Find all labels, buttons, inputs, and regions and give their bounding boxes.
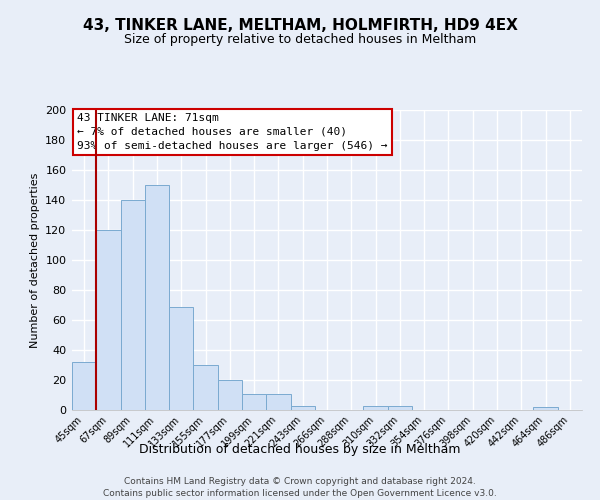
Text: Contains HM Land Registry data © Crown copyright and database right 2024.: Contains HM Land Registry data © Crown c… xyxy=(124,478,476,486)
Text: Distribution of detached houses by size in Meltham: Distribution of detached houses by size … xyxy=(139,442,461,456)
Bar xyxy=(533,407,558,410)
Bar xyxy=(193,365,218,410)
Bar xyxy=(242,394,266,410)
Text: Contains public sector information licensed under the Open Government Licence v3: Contains public sector information licen… xyxy=(103,489,497,498)
Bar xyxy=(72,362,96,410)
Bar xyxy=(169,306,193,410)
Bar xyxy=(96,230,121,410)
Y-axis label: Number of detached properties: Number of detached properties xyxy=(30,172,40,348)
Bar xyxy=(121,200,145,410)
Bar xyxy=(218,380,242,410)
Bar xyxy=(364,406,388,410)
Text: 43, TINKER LANE, MELTHAM, HOLMFIRTH, HD9 4EX: 43, TINKER LANE, MELTHAM, HOLMFIRTH, HD9… xyxy=(83,18,517,32)
Bar xyxy=(388,406,412,410)
Bar xyxy=(266,394,290,410)
Text: 43 TINKER LANE: 71sqm
← 7% of detached houses are smaller (40)
93% of semi-detac: 43 TINKER LANE: 71sqm ← 7% of detached h… xyxy=(77,113,388,151)
Bar xyxy=(145,185,169,410)
Bar xyxy=(290,406,315,410)
Text: Size of property relative to detached houses in Meltham: Size of property relative to detached ho… xyxy=(124,32,476,46)
